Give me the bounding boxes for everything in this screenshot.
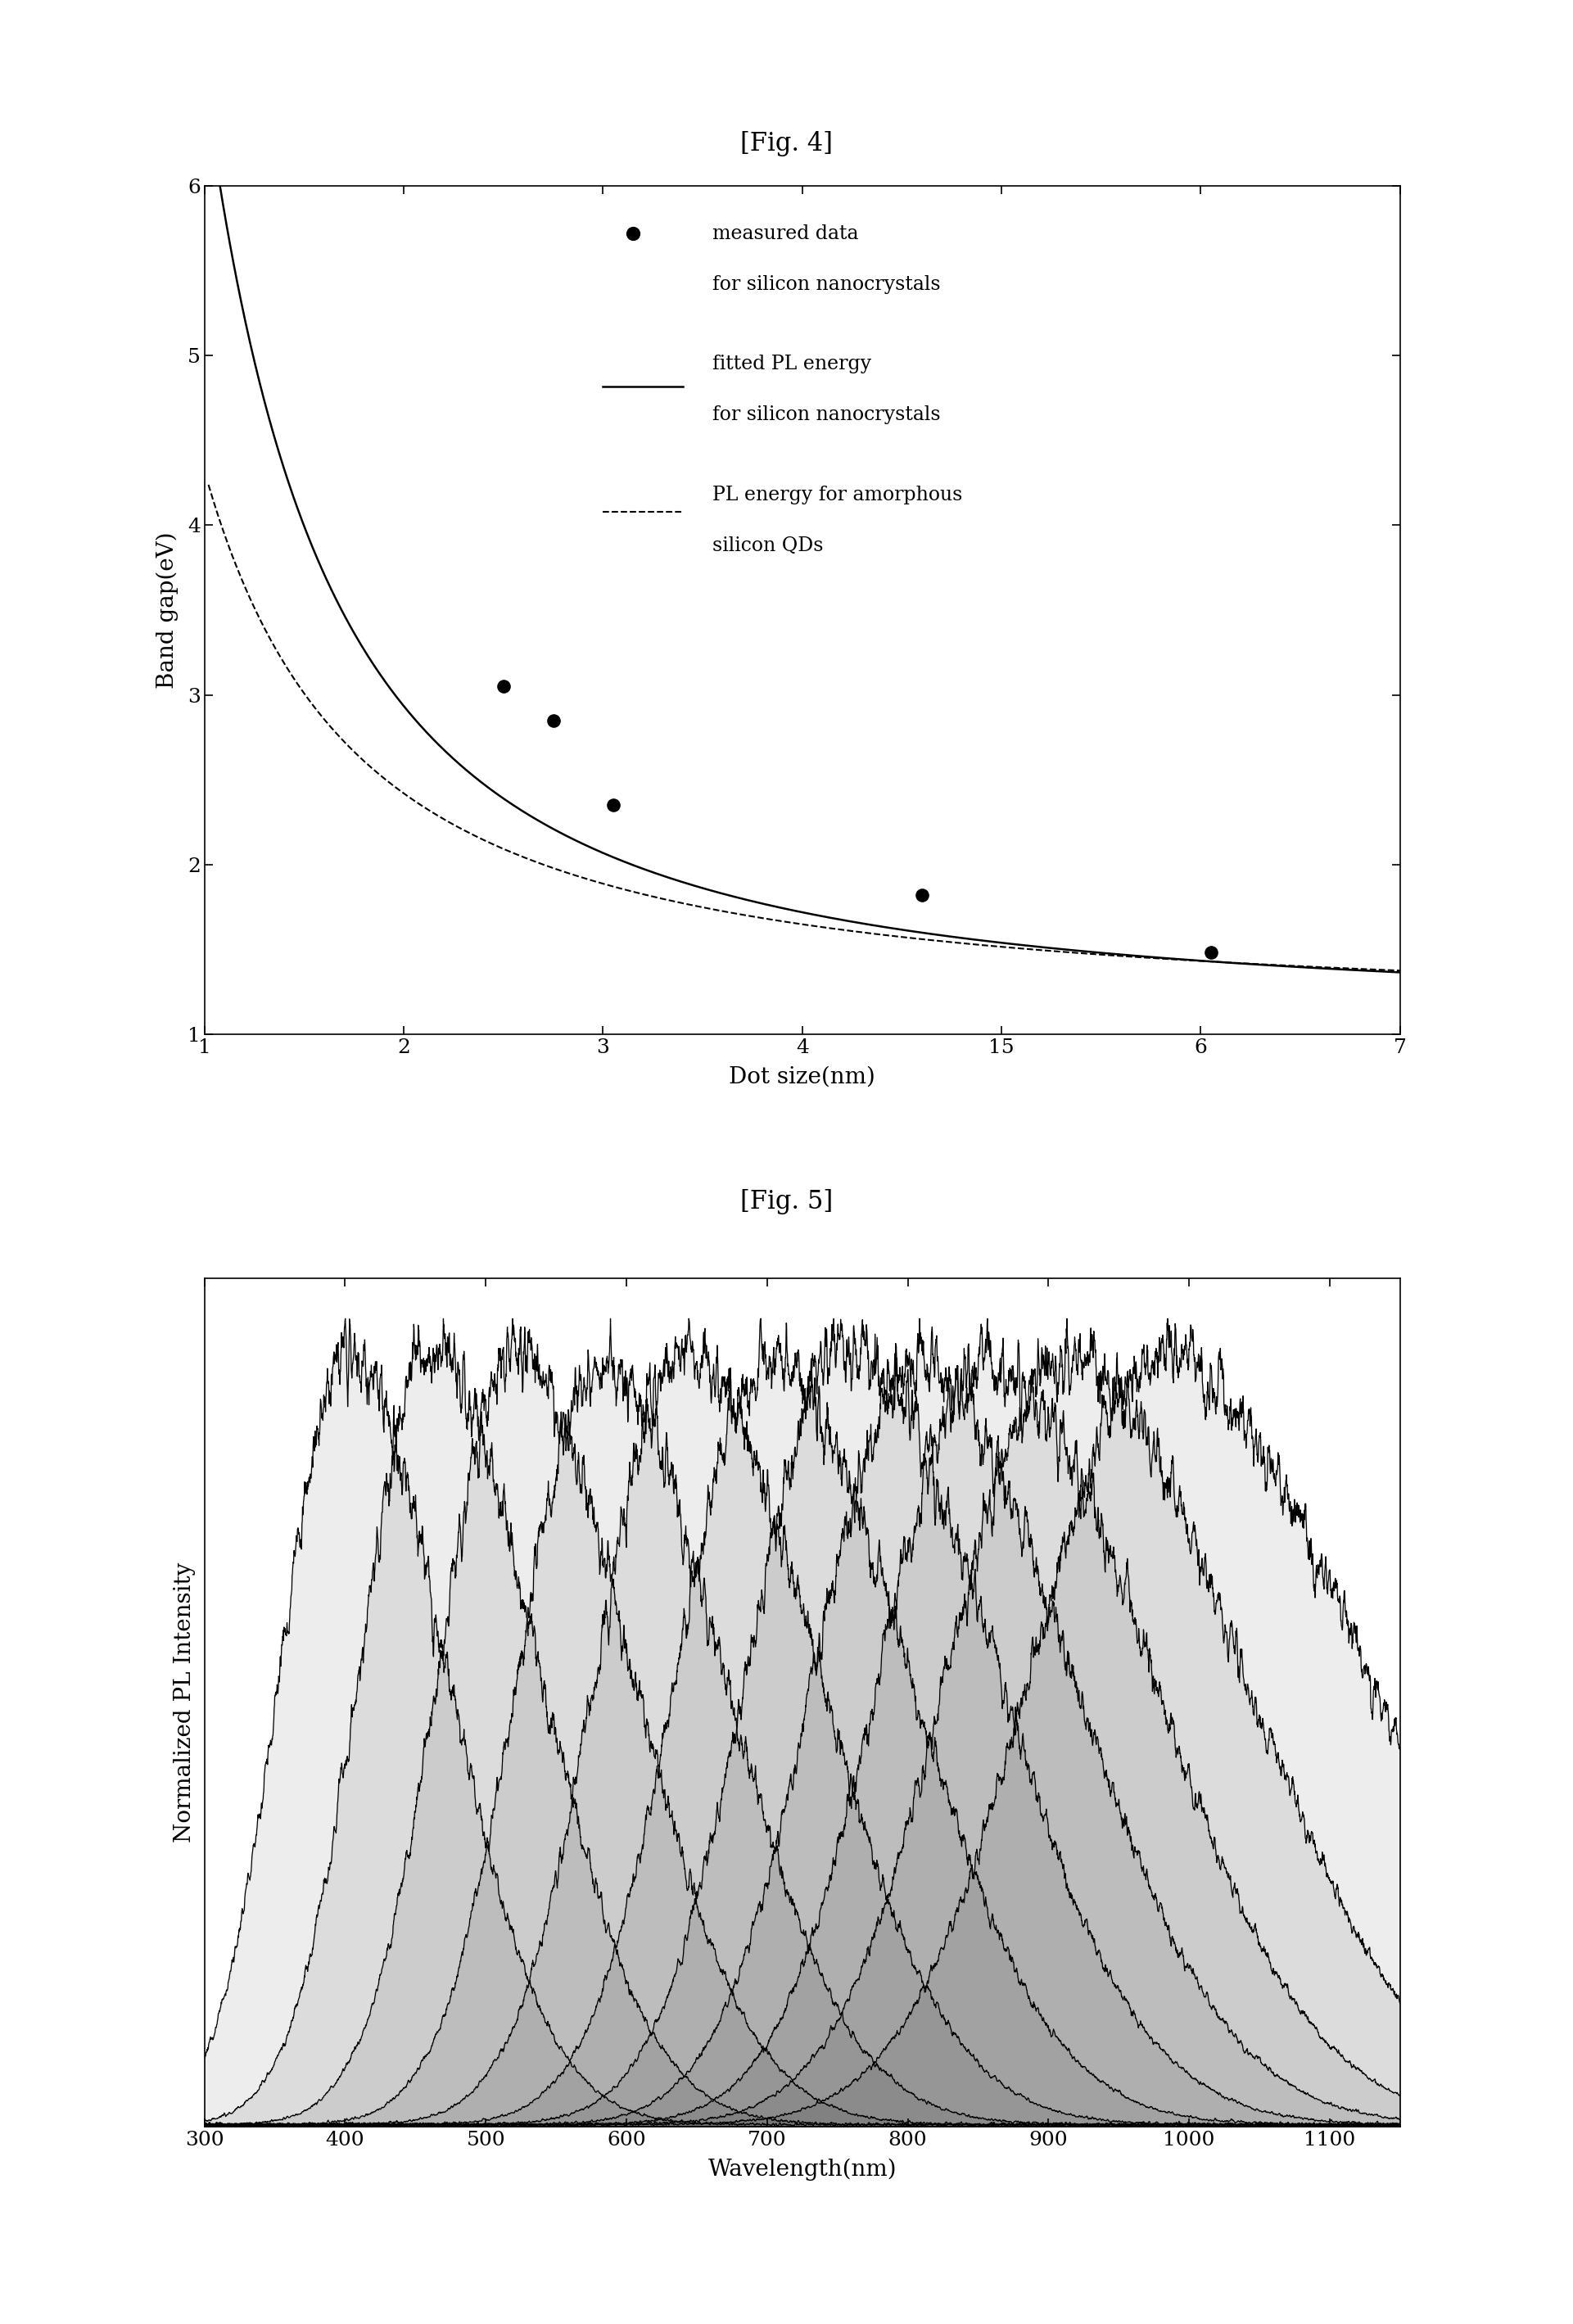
Text: for silicon nanocrystals: for silicon nanocrystals (713, 404, 941, 425)
Point (620, 214, 645, 251)
X-axis label: Wavelength(nm): Wavelength(nm) (708, 2159, 897, 2180)
Text: [Fig. 5]: [Fig. 5] (741, 1190, 832, 1213)
Text: fitted PL energy: fitted PL energy (713, 356, 871, 374)
Point (491, 667, 516, 704)
Point (1199, 934, 1224, 971)
Point (601, 786, 626, 823)
Y-axis label: Band gap(eV): Band gap(eV) (156, 532, 178, 688)
Text: [Fig. 4]: [Fig. 4] (741, 132, 832, 156)
Y-axis label: Normalized PL Intensity: Normalized PL Intensity (173, 1562, 195, 1843)
Text: for silicon nanocrystals: for silicon nanocrystals (713, 274, 941, 293)
Text: PL energy for amorphous: PL energy for amorphous (713, 486, 963, 504)
Text: measured data: measured data (713, 223, 859, 242)
Point (909, 876, 934, 913)
Text: silicon QDs: silicon QDs (713, 537, 824, 555)
Point (541, 702, 566, 739)
X-axis label: Dot size(nm): Dot size(nm) (728, 1067, 876, 1088)
